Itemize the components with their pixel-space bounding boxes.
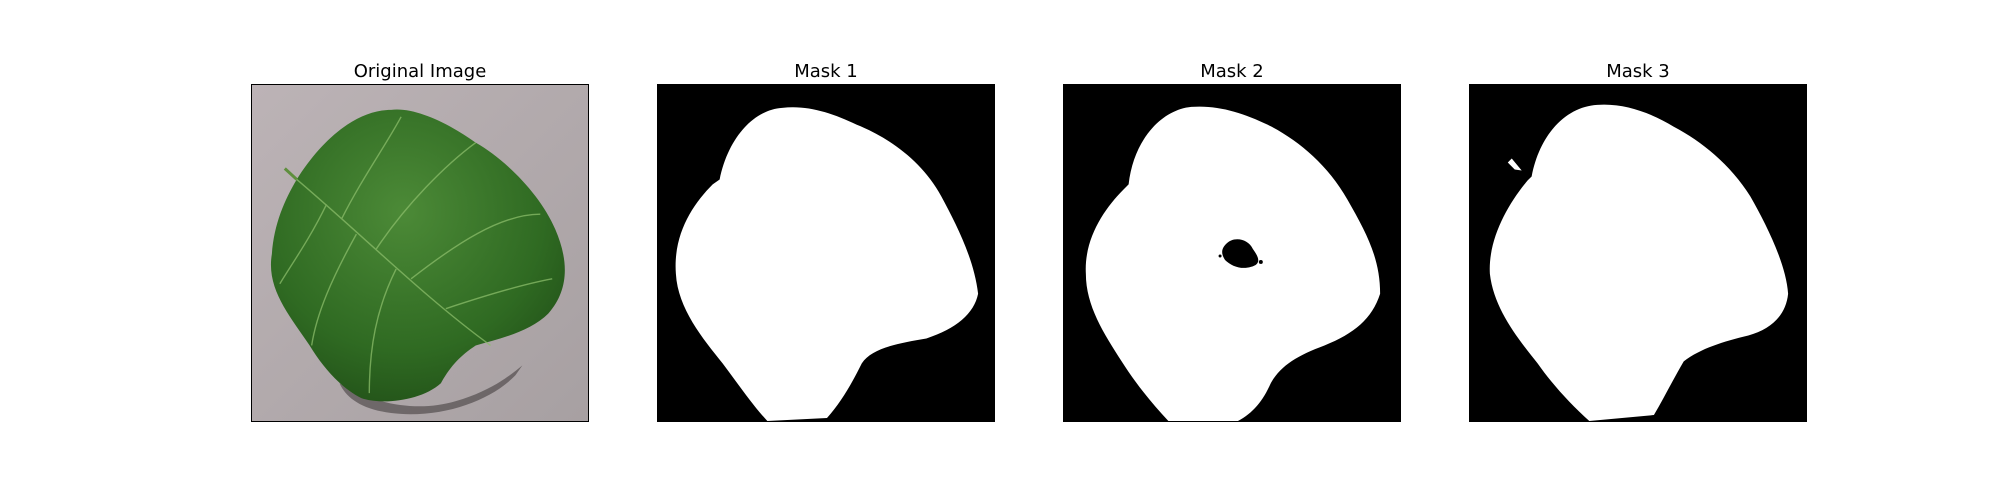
- mask-2-image: [1063, 84, 1401, 422]
- mask-3-image: [1469, 84, 1807, 422]
- panel-title: Mask 2: [1200, 61, 1264, 82]
- panel-mask-2: Mask 2: [1063, 60, 1401, 422]
- panel-mask-3: Mask 3: [1469, 60, 1807, 422]
- panel-original-image: Original Image: [251, 60, 589, 422]
- original-image: [251, 84, 589, 422]
- panel-mask-1: Mask 1: [657, 60, 995, 422]
- panel-title: Original Image: [353, 61, 487, 82]
- panel-title: Mask 1: [794, 61, 858, 82]
- mask-1-image: [657, 84, 995, 422]
- panel-title: Mask 3: [1606, 61, 1670, 82]
